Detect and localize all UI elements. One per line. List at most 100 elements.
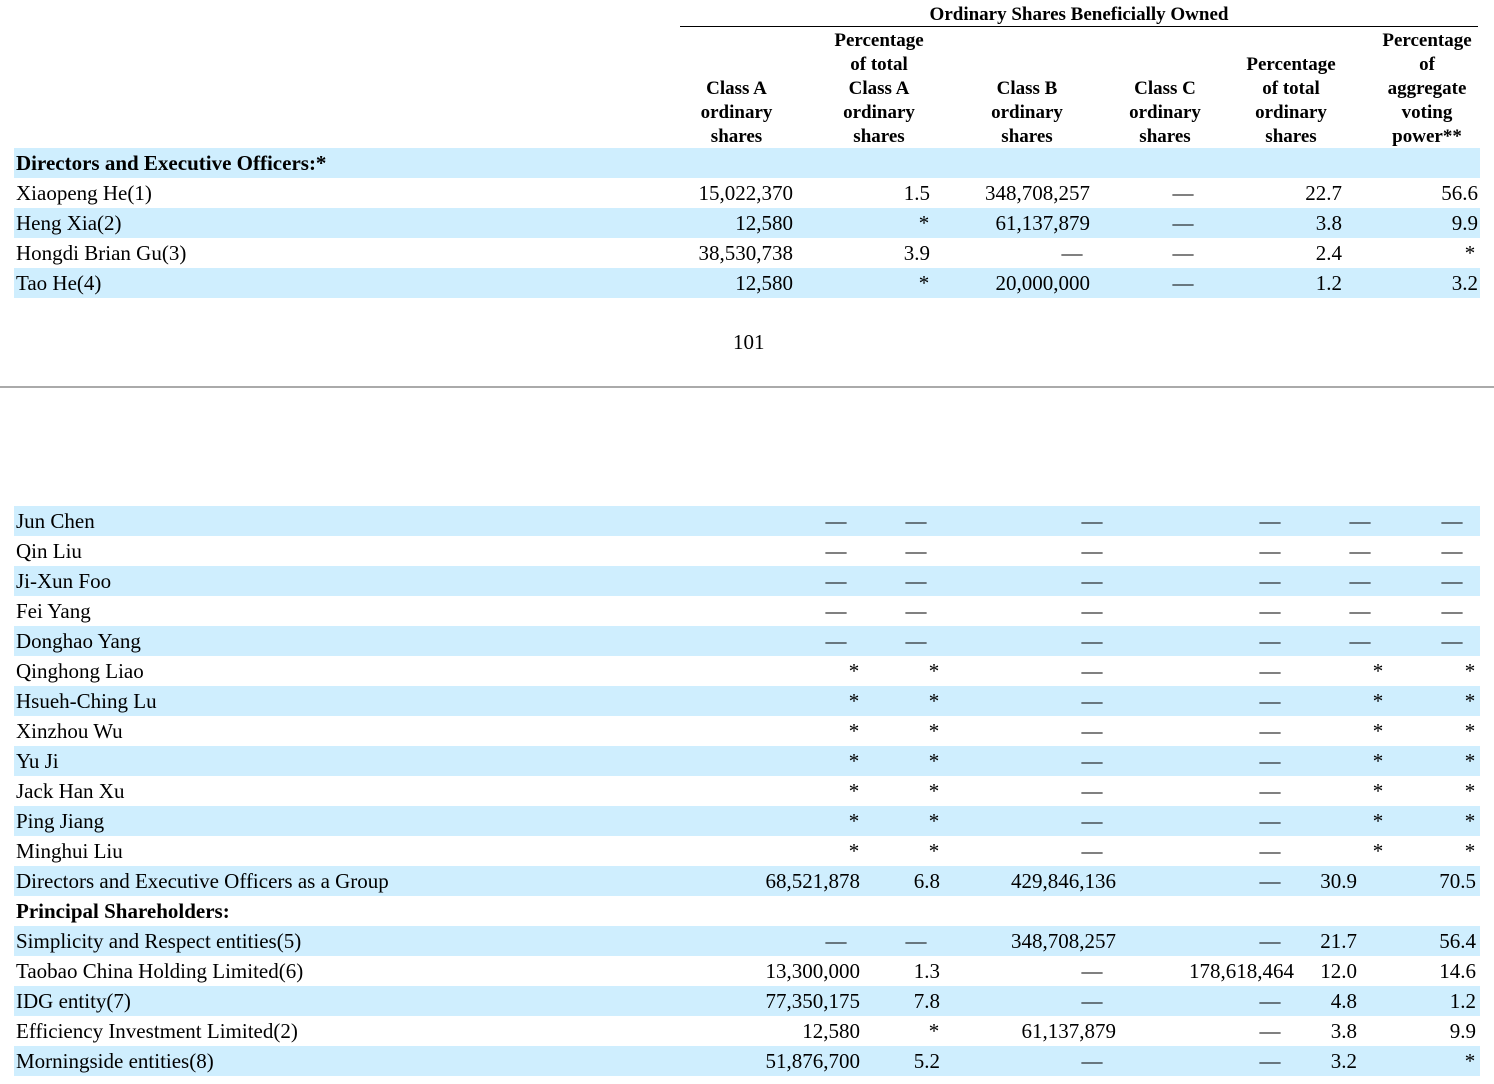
cell: 68,521,878 [765, 869, 861, 893]
cell: — [1259, 779, 1281, 803]
cell: * [848, 839, 860, 863]
cell: 4.8 [1330, 989, 1357, 1013]
cell: * [918, 211, 930, 235]
cell: — [905, 539, 927, 563]
cell: — [1172, 241, 1194, 265]
cell: * [928, 659, 940, 683]
cell: 3.2 [1330, 1049, 1357, 1073]
cell: * [1464, 1049, 1476, 1073]
cell: — [1259, 539, 1281, 563]
column-header: shares [1139, 126, 1191, 147]
cell: * [1464, 719, 1476, 743]
row-label: Jun Chen [16, 509, 95, 533]
column-header: shares [1265, 126, 1317, 147]
cell: — [1081, 749, 1103, 773]
cell: * [848, 779, 860, 803]
row-label: Qinghong Liao [16, 659, 144, 683]
column-header: ordinary [991, 102, 1063, 123]
cell: 61,137,879 [1021, 1019, 1117, 1043]
cell: * [1372, 689, 1384, 713]
row-label: Taobao China Holding Limited(6) [16, 959, 304, 983]
cell: 2.4 [1315, 241, 1342, 265]
page-break [0, 386, 1494, 388]
cell: 21.7 [1320, 929, 1357, 953]
column-header: ordinary [1255, 102, 1327, 123]
row-band [14, 746, 1480, 776]
column-header: power** [1392, 126, 1462, 147]
cell: — [1259, 809, 1281, 833]
cell: 20,000,000 [995, 271, 1091, 295]
cell: — [1081, 719, 1103, 743]
cell: * [848, 809, 860, 833]
cell: — [1081, 629, 1103, 653]
cell: — [825, 569, 847, 593]
cell: — [1259, 1019, 1281, 1043]
row-label: Qin Liu [16, 539, 82, 563]
row-label: Ping Jiang [16, 809, 105, 833]
cell: — [1081, 839, 1103, 863]
cell: * [1372, 809, 1384, 833]
cell: 7.8 [913, 989, 940, 1013]
cell: * [1464, 241, 1476, 265]
column-header: Percentage [1246, 54, 1336, 75]
row-label: Minghui Liu [16, 839, 123, 863]
cell: * [1372, 779, 1384, 803]
cell: 3.8 [1315, 211, 1342, 235]
cell: — [1172, 181, 1194, 205]
cell: * [1372, 749, 1384, 773]
cell: 38,530,738 [698, 241, 794, 265]
column-header: of [1419, 54, 1435, 75]
row-band [14, 506, 1480, 536]
column-header: shares [1001, 126, 1053, 147]
cell: 3.2 [1451, 271, 1478, 295]
cell: * [1464, 749, 1476, 773]
row-band [14, 626, 1480, 656]
cell: 12,580 [735, 211, 793, 235]
cell: — [1172, 271, 1194, 295]
column-header: ordinary [700, 102, 773, 123]
cell: * [1372, 839, 1384, 863]
cell: 56.6 [1441, 181, 1478, 205]
cell: — [1349, 539, 1371, 563]
cell: * [928, 689, 940, 713]
row-label: Morningside entities(8) [16, 1049, 214, 1073]
column-header: ordinary [843, 102, 915, 123]
column-header: Class B [996, 78, 1058, 99]
cell: * [1464, 809, 1476, 833]
cell: — [1081, 509, 1103, 533]
cell: — [825, 509, 847, 533]
row-band [14, 208, 1480, 238]
cell: * [1372, 659, 1384, 683]
section-label: Directors and Executive Officers:* [16, 151, 327, 175]
cell: 70.5 [1439, 869, 1476, 893]
cell: — [1081, 569, 1103, 593]
cell: * [928, 809, 940, 833]
cell: 9.9 [1451, 211, 1478, 235]
row-label: Xiaopeng He(1) [16, 181, 152, 205]
cell: — [1259, 509, 1281, 533]
cell: — [1441, 569, 1463, 593]
column-header: Class C [1134, 78, 1196, 99]
cell: — [1081, 689, 1103, 713]
row-band [14, 986, 1480, 1016]
row-label: Fei Yang [16, 599, 91, 623]
row-label: Hsueh-Ching Lu [16, 689, 157, 713]
cell: * [1372, 719, 1384, 743]
cell: * [848, 719, 860, 743]
cell: — [1349, 509, 1371, 533]
cell: — [1259, 659, 1281, 683]
cell: — [1259, 629, 1281, 653]
cell: — [1081, 539, 1103, 563]
row-band [14, 268, 1480, 298]
cell: — [1081, 809, 1103, 833]
row-band [14, 1046, 1480, 1076]
cell: — [905, 569, 927, 593]
row-label: Heng Xia(2) [16, 211, 122, 235]
column-header: Percentage [834, 30, 924, 51]
column-header: aggregate [1387, 78, 1467, 99]
row-label: Yu Ji [16, 749, 59, 773]
column-header: shares [710, 126, 763, 147]
row-label: Tao He(4) [16, 271, 102, 295]
cell: — [1081, 989, 1103, 1013]
cell: — [1259, 689, 1281, 713]
